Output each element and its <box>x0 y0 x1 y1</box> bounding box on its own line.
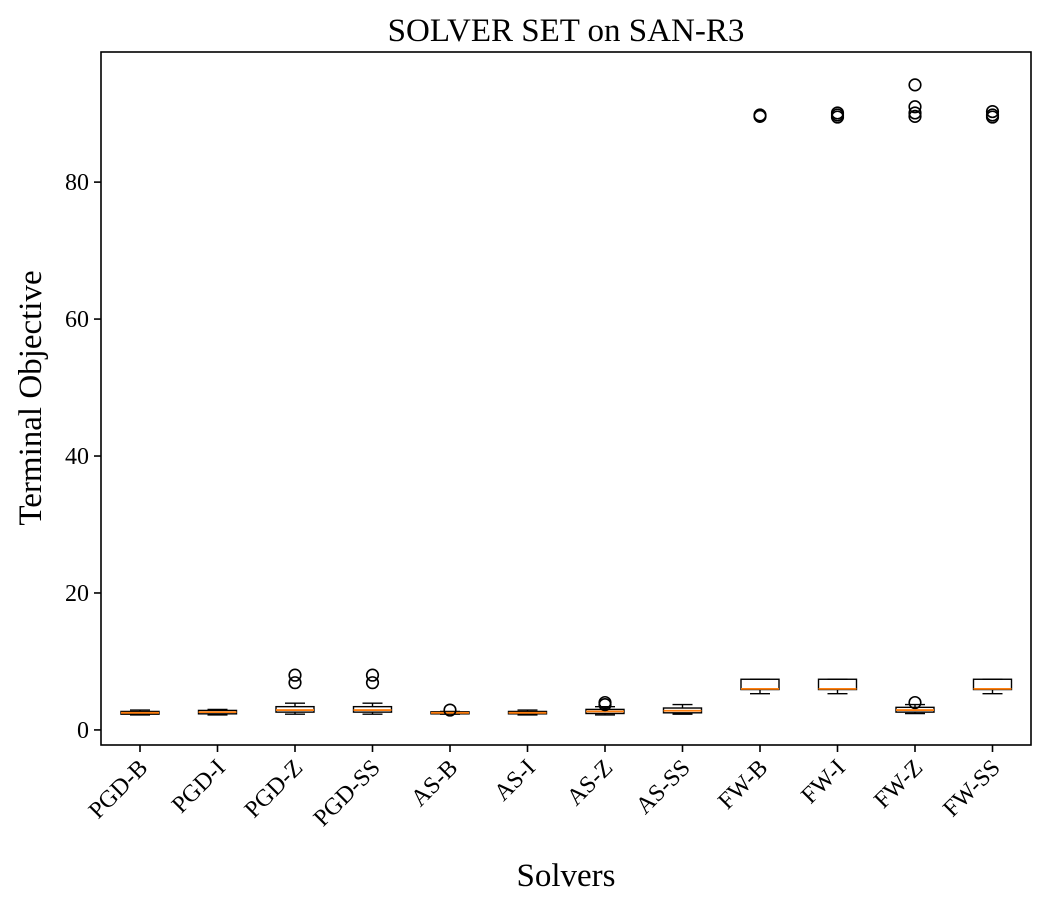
x-tick-label: AS-Z <box>562 755 618 811</box>
outlier-point <box>985 104 1000 119</box>
x-tick-label: FW-SS <box>938 755 1005 822</box>
box-pgd-i <box>197 708 238 716</box>
outlier-point <box>288 676 302 690</box>
chart-title: SOLVER SET on SAN-R3 <box>388 13 745 49</box>
box-fw-ss <box>972 104 1013 695</box>
outlier-point <box>598 695 612 710</box>
box-fw-b <box>740 108 780 695</box>
x-tick-label: AS-SS <box>631 755 696 820</box>
outlier-point <box>908 106 922 120</box>
box-pgd-z <box>275 668 315 715</box>
box-fw-i <box>817 106 858 695</box>
outlier-point <box>288 668 302 682</box>
outlier-point <box>908 695 922 710</box>
x-tick-label: FW-Z <box>869 755 928 814</box>
box-as-b <box>430 703 470 717</box>
x-tick-label: PGD-B <box>84 755 153 824</box>
x-tick-label: PGD-I <box>167 755 231 819</box>
box-pgd-b <box>120 709 160 716</box>
y-tick-label: 80 <box>65 170 89 196</box>
axes-frame <box>100 51 1032 746</box>
outlier-point <box>908 100 922 114</box>
x-tick-label: FW-I <box>797 755 851 809</box>
box-as-z <box>585 695 625 716</box>
x-tick-label: FW-B <box>713 755 773 815</box>
y-tick-label: 40 <box>65 444 89 470</box>
x-axis: PGD-B PGD-I PGD-Z PGD-SS AS-B AS-I AS-Z AS-SS FW… <box>84 745 1006 832</box>
x-tick-label: AS-B <box>406 755 463 812</box>
box-as-i <box>507 709 548 716</box>
y-axis: 0 20 40 60 80 <box>65 170 101 744</box>
outlier-point <box>753 108 767 122</box>
outlier-point <box>365 676 380 690</box>
plot-area <box>120 78 1013 717</box>
box-fw-z <box>895 78 935 715</box>
outlier-point <box>985 108 1000 122</box>
box-as-ss <box>662 703 703 715</box>
outlier-point <box>365 668 380 682</box>
x-tick-label: PGD-SS <box>309 755 386 832</box>
box-pgd-ss <box>352 668 393 715</box>
x-axis-label: Solvers <box>517 858 616 894</box>
outlier-point <box>908 109 922 123</box>
x-tick-label: PGD-Z <box>240 755 308 823</box>
outlier-point <box>908 78 922 92</box>
x-tick-label: AS-I <box>489 755 540 806</box>
y-tick-label: 20 <box>65 581 89 607</box>
y-tick-label: 60 <box>65 307 89 333</box>
outlier-point <box>443 703 457 717</box>
y-axis-label: Terminal Objective <box>13 270 49 525</box>
y-tick-label: 0 <box>77 718 89 744</box>
outlier-point <box>830 106 845 120</box>
